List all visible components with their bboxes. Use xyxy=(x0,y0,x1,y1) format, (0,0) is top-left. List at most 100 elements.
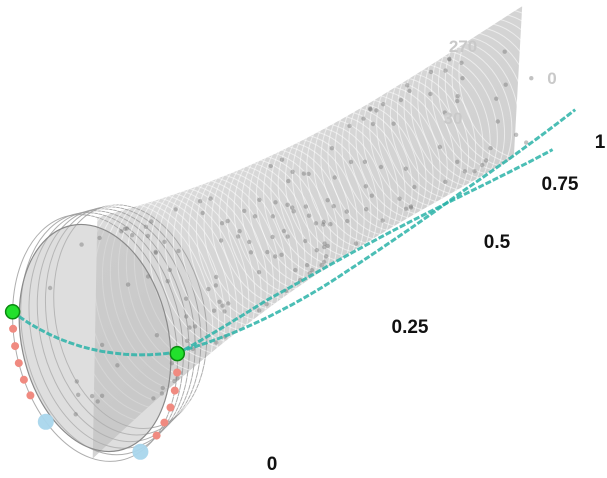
scatter-dot xyxy=(125,282,131,287)
scatter-dot xyxy=(363,184,368,189)
scatter-dot xyxy=(303,204,308,209)
scatter-dot xyxy=(200,210,205,216)
scatter-dot xyxy=(169,361,175,366)
scatter-dot xyxy=(348,159,354,165)
scatter-dot xyxy=(329,146,335,151)
scatter-dot xyxy=(153,249,158,254)
scatter-dot xyxy=(124,226,129,231)
scatter-dot xyxy=(257,197,262,202)
scatter-dot xyxy=(285,202,290,207)
scatter-dot xyxy=(175,376,180,381)
scatter-dot xyxy=(151,396,156,401)
scatter-dot xyxy=(213,283,218,288)
scatter-dot xyxy=(378,164,384,170)
scatter-dot xyxy=(314,248,319,253)
scatter-dot xyxy=(403,166,408,171)
series-point xyxy=(9,324,18,333)
scatter-dot xyxy=(290,205,295,210)
scatter-dot xyxy=(325,198,330,203)
surface-ring xyxy=(291,110,406,259)
scatter-dot xyxy=(218,238,224,243)
angle-tick-label: 270 xyxy=(449,37,477,56)
scatter-dot xyxy=(408,205,414,210)
scatter-dot xyxy=(214,274,219,280)
scatter-dot xyxy=(405,83,410,88)
scatter-dot xyxy=(270,214,276,219)
scatter-dot xyxy=(153,250,159,255)
axis-tick-label: 0.25 xyxy=(392,317,429,338)
scatter-dot xyxy=(73,412,78,417)
series-line-0 xyxy=(11,108,577,357)
scatter-dot xyxy=(321,222,326,227)
scatter-dot xyxy=(503,82,508,87)
scatter-dot xyxy=(291,209,296,214)
scatter-dot xyxy=(322,244,327,250)
scatter-dot xyxy=(184,338,190,343)
scatter-dot xyxy=(237,229,242,234)
scatter-dot xyxy=(480,162,485,168)
scatter-dot xyxy=(165,279,170,284)
surface-ring xyxy=(458,4,578,160)
scatter-dot xyxy=(119,229,124,234)
scatter-dot xyxy=(252,214,258,219)
axis-tick-label: 0.75 xyxy=(542,174,579,195)
scatter-dot xyxy=(143,224,149,229)
series-start-marker xyxy=(169,345,186,362)
scatter-dot xyxy=(362,159,368,164)
scatter-dot xyxy=(347,123,352,129)
series-point xyxy=(160,418,169,427)
series-point xyxy=(14,359,23,368)
scatter-dot xyxy=(502,49,507,54)
scatter-dot xyxy=(397,196,402,201)
surface-ring xyxy=(203,155,325,317)
axis-tick-label: 0 xyxy=(267,454,278,475)
scatter-dot xyxy=(154,333,160,338)
scatter-dot xyxy=(306,171,311,177)
scatter-dot xyxy=(443,68,448,73)
scatter-dot xyxy=(184,314,189,319)
surface-ring xyxy=(362,67,477,216)
scatter-dot xyxy=(368,106,373,111)
scatter-dot xyxy=(455,159,460,164)
scatter-dot xyxy=(370,121,376,127)
scatter-dot xyxy=(331,204,336,209)
scatter-dot xyxy=(279,157,285,162)
scatter-dot xyxy=(122,226,128,231)
scatter-dot xyxy=(226,301,231,306)
scatter-dot xyxy=(462,169,468,174)
series-point xyxy=(26,391,35,400)
scatter-dot xyxy=(281,228,287,234)
scatter-dot xyxy=(495,119,500,124)
scatter-dot xyxy=(447,57,452,62)
scatter-dot xyxy=(290,169,295,174)
surface-ring xyxy=(284,114,399,263)
scatter-dot xyxy=(309,268,315,273)
scatter-dot xyxy=(455,98,460,104)
scatter-dot xyxy=(242,208,247,214)
scatter-dot xyxy=(524,140,529,145)
scatter-dot xyxy=(344,209,349,214)
scatter-dot xyxy=(380,218,385,223)
scatter-dot xyxy=(323,254,329,259)
surface-ring xyxy=(195,158,319,322)
scatter-dot xyxy=(208,196,213,201)
scatter-dot xyxy=(304,262,310,268)
scatter-dot xyxy=(391,121,396,126)
scatter-dot xyxy=(443,179,448,184)
series-end-marker xyxy=(37,413,54,430)
surface-ring xyxy=(299,106,413,254)
cylinder-end-cap xyxy=(18,223,172,453)
scatter-dot xyxy=(89,393,95,399)
scatter-dot xyxy=(285,234,290,239)
scatter-dot xyxy=(265,249,270,255)
scatter-dot xyxy=(187,325,192,330)
series-point xyxy=(19,375,28,384)
scatter-dot xyxy=(353,241,359,246)
scatter-dot xyxy=(145,274,151,279)
scatter-dot xyxy=(256,270,262,275)
axis-tick-label: 1 xyxy=(595,132,606,153)
scatter-dot xyxy=(321,259,327,265)
series-point xyxy=(173,368,182,377)
scatter-dot xyxy=(99,393,105,398)
